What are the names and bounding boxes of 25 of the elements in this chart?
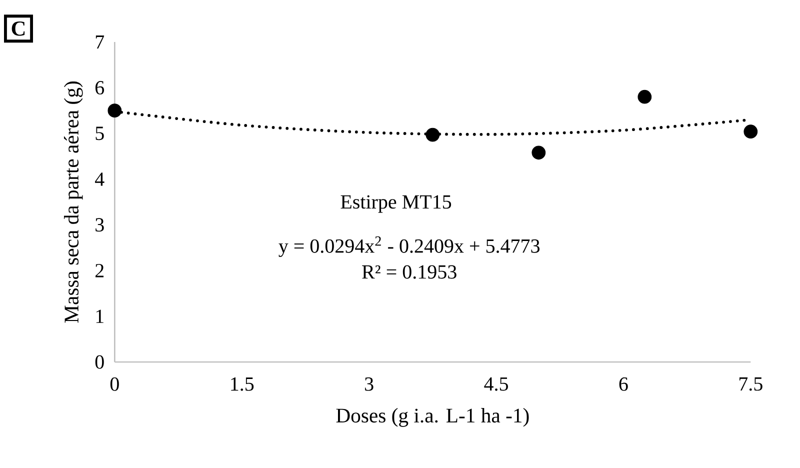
y-tick-label: 3 (96, 218, 104, 232)
y-tick-label: 0 (95, 355, 104, 369)
x-tick-label: 1.5 (231, 377, 254, 391)
point (108, 104, 122, 118)
text: C (12, 21, 25, 36)
x-tick-label: 6 (619, 377, 628, 391)
point (426, 128, 440, 142)
y-tick-label: 1 (96, 310, 104, 323)
point (744, 124, 758, 139)
x-tick-label: 4.5 (484, 377, 508, 391)
y-tick-label: 5 (96, 126, 104, 140)
y-tick-label: 6 (95, 81, 104, 94)
y-tick-label: 2 (96, 264, 104, 278)
x-tick-label: 7.5 (739, 377, 762, 391)
y-axis-title: Massa seca da parte aérea (g) (64, 82, 83, 323)
point (638, 90, 652, 104)
x-tick-label: 0 (110, 377, 119, 391)
annotation: y = 0.0294x$^{2}$ - 0.2409x + 5.4773 (278, 236, 540, 257)
y-tick-label: 7 (96, 35, 104, 49)
annotation: R² = 0.1953 (362, 265, 456, 279)
x-axis-title: Doses (g i.a. L-1 ha -1) (336, 408, 529, 427)
x-tick-label: 3 (365, 377, 374, 391)
y-tick-label: 4 (95, 172, 104, 186)
annotation: Estirpe MT15 (340, 195, 452, 213)
point (532, 146, 546, 160)
